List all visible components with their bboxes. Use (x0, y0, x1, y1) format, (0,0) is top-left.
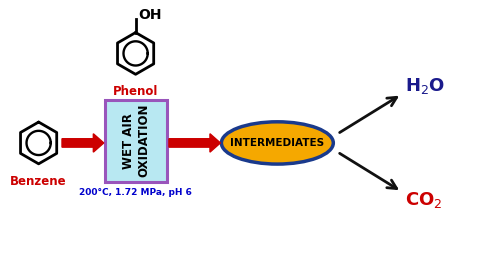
Text: Phenol: Phenol (113, 85, 158, 98)
FancyArrow shape (169, 134, 220, 152)
FancyArrow shape (62, 134, 104, 152)
Text: 200°C, 1.72 MPa, pH 6: 200°C, 1.72 MPa, pH 6 (80, 188, 192, 197)
Text: INTERMEDIATES: INTERMEDIATES (230, 138, 324, 148)
Text: H$_2$O: H$_2$O (405, 76, 446, 96)
Text: Benzene: Benzene (10, 175, 67, 188)
Ellipse shape (222, 122, 334, 164)
Text: OH: OH (138, 8, 162, 22)
Text: WET AIR
OXIDATION: WET AIR OXIDATION (122, 104, 150, 178)
Bar (105, 100, 167, 182)
Text: CO$_2$: CO$_2$ (405, 190, 442, 210)
